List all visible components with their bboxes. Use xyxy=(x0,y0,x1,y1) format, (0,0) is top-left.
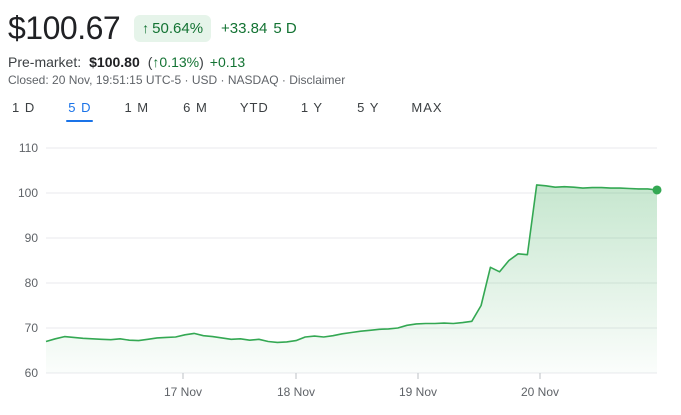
change-period: 5 D xyxy=(273,19,297,37)
tab-max[interactable]: MAX xyxy=(411,100,443,115)
tab-6m[interactable]: 6 M xyxy=(183,100,208,115)
price-chart[interactable]: 60 70 80 90 100 110 17 Nov 18 Nov 19 Nov 20 Nov xyxy=(0,130,681,415)
x-tick-label: 19 Nov xyxy=(399,385,437,399)
y-tick-label: 110 xyxy=(19,141,38,155)
price-line xyxy=(45,184,658,344)
change-absolute: +33.84 xyxy=(221,19,268,37)
price-area xyxy=(46,184,657,373)
x-tick-label: 17 Nov xyxy=(164,385,202,399)
premarket-absolute: +0.13 xyxy=(209,54,246,70)
premarket-percent: (↑0.13%) xyxy=(147,54,204,70)
range-tabs: 1 D 5 D 1 M 6 M YTD 1 Y 5 Y MAX xyxy=(12,100,443,122)
arrow-up-icon: ↑ xyxy=(152,54,160,70)
tab-5y[interactable]: 5 Y xyxy=(357,100,380,115)
premarket-price: $100.80 xyxy=(89,54,140,70)
quote-header: $100.67 ↑ 50.64% +33.84 5 D xyxy=(8,8,297,48)
change-percent: 50.64% xyxy=(152,19,204,37)
y-tick-label: 80 xyxy=(25,276,39,290)
y-tick-label: 100 xyxy=(18,186,38,200)
x-tick-label: 20 Nov xyxy=(521,385,559,399)
tab-ytd[interactable]: YTD xyxy=(239,100,269,115)
x-tick-label: 18 Nov xyxy=(277,385,315,399)
y-tick-label: 70 xyxy=(25,321,39,335)
y-tick-label: 60 xyxy=(25,366,39,380)
tab-1m[interactable]: 1 M xyxy=(124,100,150,115)
premarket-label: Pre-market: xyxy=(8,54,82,70)
y-tick-label: 90 xyxy=(25,231,39,245)
tab-1y[interactable]: 1 Y xyxy=(300,100,324,115)
last-price-point xyxy=(652,185,662,195)
change-percent-badge: ↑ 50.64% xyxy=(134,14,212,42)
premarket-percent-value: 0.13% xyxy=(159,54,200,70)
tab-1d[interactable]: 1 D xyxy=(12,100,36,115)
current-price: $100.67 xyxy=(8,9,121,46)
premarket-row: Pre-market: $100.80 (↑0.13%) +0.13 xyxy=(8,52,245,72)
arrow-up-icon: ↑ xyxy=(142,20,150,36)
market-status: Closed: 20 Nov, 19:51:15 UTC-5 · USD · N… xyxy=(8,73,346,87)
tab-5d[interactable]: 5 D xyxy=(66,100,94,122)
